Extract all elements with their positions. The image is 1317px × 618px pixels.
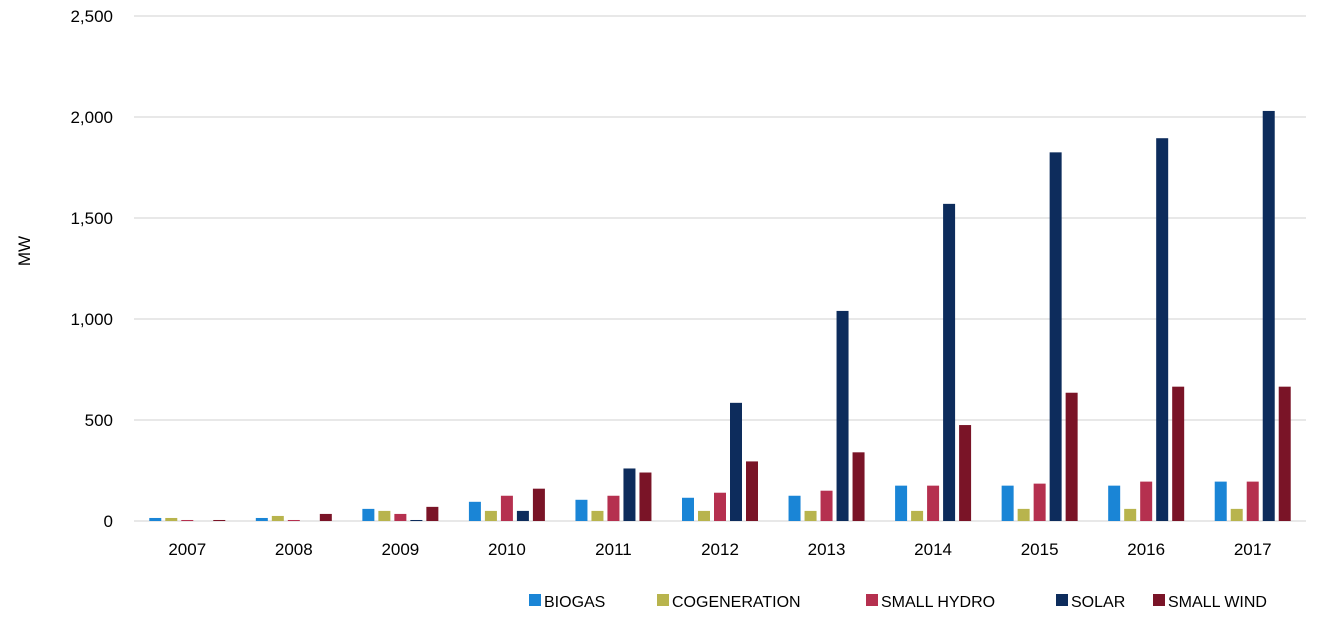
bar-cogeneration-2009 [378,510,391,521]
bar-cogeneration-2012 [698,510,710,521]
bar-cogeneration-2016 [1124,508,1137,521]
x-tick-label: 2017 [1234,540,1272,559]
x-tick-label: 2013 [808,540,846,559]
bar-biogas-2016 [1108,485,1121,521]
bar-small-wind-2008 [319,513,332,521]
bar-cogeneration-2013 [804,510,817,521]
x-tick-label: 2011 [595,540,632,559]
x-tick-label: 2010 [488,540,526,559]
legend-label: SOLAR [1071,594,1125,611]
legend-label: COGENERATION [672,594,801,611]
legend-swatch [529,594,541,606]
bar-small-wind-2011 [639,472,652,521]
bar-biogas-2007 [149,517,162,521]
bar-solar-2014 [943,203,956,522]
bar-small-hydro-2017 [1246,481,1259,521]
bar-small-wind-2016 [1172,386,1185,521]
bar-small-hydro-2012 [714,492,726,521]
x-tick-label: 2007 [168,540,206,559]
bars [149,110,1291,522]
bar-small-wind-2010 [532,488,545,521]
bar-small-wind-2017 [1278,386,1291,521]
bar-small-hydro-2014 [927,485,940,521]
y-tick-label: 1,000 [70,310,113,329]
bar-biogas-2008 [255,517,268,521]
bar-small-wind-2009 [426,506,439,521]
grid-lines [134,15,1306,522]
legend-swatch [657,594,669,606]
x-tick-label: 2009 [381,540,419,559]
bar-cogeneration-2014 [911,510,924,521]
x-tick-label: 2012 [701,540,739,559]
x-tick-label: 2016 [1127,540,1165,559]
bar-biogas-2013 [788,495,801,521]
x-tick-labels: 2007 2008 2009 2010 2011 2012 2013 2014 2015 2016… [168,540,1271,559]
bar-solar-2012 [730,402,742,521]
x-tick-label: 2015 [1021,540,1059,559]
y-tick-label: 2,500 [70,7,113,26]
legend-label: BIOGAS [544,594,605,611]
bar-biogas-2015 [1001,485,1014,521]
bar-small-hydro-2016 [1140,481,1153,521]
x-tick-label: 2014 [914,540,952,559]
legend-swatch [1153,594,1165,606]
bar-small-hydro-2015 [1033,483,1046,521]
bar-cogeneration-2010 [484,510,497,521]
y-axis-label: MW [15,236,34,266]
bar-small-hydro-2009 [394,513,407,521]
bar-small-hydro-2010 [500,495,513,521]
y-tick-label: 2,000 [70,108,113,127]
bar-solar-2011 [623,468,636,521]
bar-small-wind-2012 [746,461,758,521]
bar-solar-2016 [1156,138,1169,521]
bar-cogeneration-2011 [591,510,604,521]
bar-solar-2009 [410,519,423,521]
y-tick-label: 0 [104,512,113,531]
bar-cogeneration-2017 [1230,508,1243,521]
bar-solar-2013 [836,310,849,521]
bar-small-hydro-2011 [607,495,620,521]
bar-cogeneration-2007 [165,517,178,521]
bar-small-hydro-2008 [287,519,300,521]
bar-solar-2010 [516,510,529,521]
legend-swatch [1056,594,1068,606]
y-tick-label: 1,500 [70,209,113,228]
bar-small-wind-2013 [852,452,865,521]
y-tick-labels: 0 500 1,000 1,500 2,000 2,500 [70,7,113,531]
bar-small-wind-2014 [959,425,972,521]
y-tick-label: 500 [85,411,113,430]
bar-biogas-2017 [1214,481,1227,521]
bar-biogas-2011 [575,499,588,521]
bar-solar-2017 [1262,110,1275,521]
legend: BIOGAS COGENERATION SMALL HYDRO SOLAR SMALL … [529,594,1267,611]
legend-swatch [866,594,878,606]
bar-cogeneration-2008 [271,515,284,521]
bar-biogas-2012 [682,497,694,521]
bar-small-wind-2007 [213,519,226,521]
bar-solar-2015 [1049,152,1062,521]
bar-cogeneration-2015 [1017,508,1030,521]
legend-label: SMALL HYDRO [881,594,995,611]
bar-biogas-2009 [362,508,375,521]
bar-small-hydro-2013 [820,490,833,521]
bar-small-wind-2015 [1065,392,1078,521]
bar-biogas-2014 [895,485,908,521]
legend-label: SMALL WIND [1168,594,1267,611]
x-tick-label: 2008 [275,540,313,559]
bar-biogas-2010 [468,501,481,521]
bar-small-hydro-2007 [181,519,194,521]
